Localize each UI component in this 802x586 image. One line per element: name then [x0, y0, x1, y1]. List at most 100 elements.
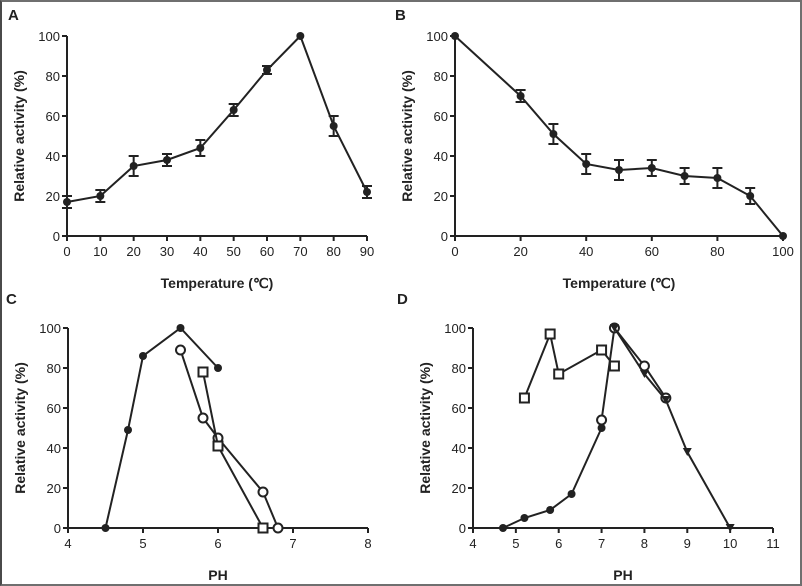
series-line [600, 325, 667, 421]
series-buffer-3 [596, 322, 672, 426]
data-point [682, 448, 692, 456]
y-axis-label: Relative activity (%) [11, 70, 27, 202]
x-tick-label: 10 [723, 536, 737, 551]
y-tick-label: 100 [38, 29, 60, 44]
x-tick-label: 9 [684, 536, 691, 551]
y-tick-label: 40 [452, 441, 466, 456]
data-point [518, 392, 530, 404]
data-point [609, 324, 619, 332]
data-point [175, 344, 186, 356]
data-point [680, 172, 689, 180]
x-tick-label: 0 [451, 244, 458, 259]
data-point [451, 32, 459, 40]
panel-letter: A [8, 7, 19, 24]
data-point [661, 396, 671, 404]
series-buffer-2 [499, 424, 606, 532]
data-point [725, 524, 735, 532]
y-tick-label: 100 [444, 321, 466, 336]
panel-letter: C [6, 291, 17, 308]
y-tick-label: 60 [47, 401, 61, 416]
y-axis-label: Relative activity (%) [399, 70, 415, 202]
x-tick-label: 80 [710, 244, 724, 259]
y-tick-label: 60 [434, 109, 448, 124]
data-point [63, 198, 71, 206]
y-tick-label: 40 [46, 149, 60, 164]
data-point [549, 130, 558, 138]
panel-letter: D [397, 291, 408, 308]
data-point [272, 522, 284, 534]
x-axis-label: PH [613, 567, 632, 583]
data-point [596, 344, 608, 356]
data-point [639, 370, 649, 378]
x-tick-label: 10 [93, 244, 107, 259]
data-point [553, 368, 565, 380]
x-tick-label: 20 [513, 244, 527, 259]
x-tick-label: 8 [364, 536, 371, 551]
data-point [124, 426, 132, 434]
x-tick-label: 90 [360, 244, 374, 259]
data-point [567, 490, 576, 498]
x-tick-label: 50 [226, 244, 240, 259]
y-tick-label: 20 [47, 481, 61, 496]
y-tick-label: 20 [434, 189, 448, 204]
data-point [139, 352, 147, 360]
series-line [66, 34, 368, 203]
data-point [544, 328, 556, 340]
data-point [101, 524, 110, 532]
data-point [214, 364, 222, 372]
data-point [257, 522, 269, 534]
panel-letter: B [395, 7, 406, 24]
series-buffer-4 [609, 324, 735, 532]
y-tick-label: 0 [53, 229, 60, 244]
series-line [179, 349, 279, 529]
x-tick-label: 8 [641, 536, 648, 551]
panel-B: B 0 20 40 60 80 100 0 20 40 60 80 100 Temperature (℃)… [395, 7, 794, 291]
x-tick-label: 40 [579, 244, 593, 259]
data-point [746, 192, 755, 200]
data-point [499, 524, 507, 532]
x-tick-label: 7 [598, 536, 605, 551]
x-tick-label: 6 [214, 536, 221, 551]
y-tick-label: 80 [452, 361, 466, 376]
data-point [597, 424, 606, 432]
data-point [263, 66, 271, 74]
data-point [608, 360, 620, 372]
data-point [163, 156, 171, 164]
series-activity [451, 32, 787, 240]
x-tick-label: 4 [64, 536, 71, 551]
x-tick-label: 60 [260, 244, 274, 259]
data-point [363, 188, 371, 196]
data-point [615, 166, 623, 174]
y-tick-label: 20 [452, 481, 466, 496]
data-point [647, 164, 656, 172]
x-tick-label: 4 [469, 536, 476, 551]
y-tick-label: 60 [452, 401, 466, 416]
data-point [197, 366, 209, 378]
data-point [582, 160, 591, 168]
x-tick-label: 70 [293, 244, 307, 259]
series-buffer-1 [101, 324, 222, 532]
y-tick-label: 40 [434, 149, 448, 164]
y-tick-label: 0 [54, 521, 61, 536]
y-tick-label: 80 [47, 361, 61, 376]
x-tick-label: 60 [645, 244, 659, 259]
series-line [454, 35, 784, 237]
data-point [713, 174, 722, 182]
series-line [523, 330, 616, 399]
panel-D: D 4 5 6 7 8 9 10 11 0 20 40 60 80 100 PH Relative activi… [397, 291, 780, 583]
data-point [329, 122, 338, 130]
y-tick-label: 20 [46, 189, 60, 204]
x-tick-label: 5 [512, 536, 519, 551]
x-axis-label: Temperature (℃) [563, 275, 676, 291]
x-tick-label: 80 [326, 244, 340, 259]
data-point [596, 414, 608, 426]
x-tick-label: 40 [193, 244, 207, 259]
series-activity [62, 32, 372, 209]
data-point [546, 506, 555, 514]
y-tick-label: 80 [46, 69, 60, 84]
data-point [96, 192, 105, 200]
data-point [129, 162, 138, 170]
y-tick-label: 0 [441, 229, 448, 244]
series-buffer-3 [197, 366, 269, 534]
